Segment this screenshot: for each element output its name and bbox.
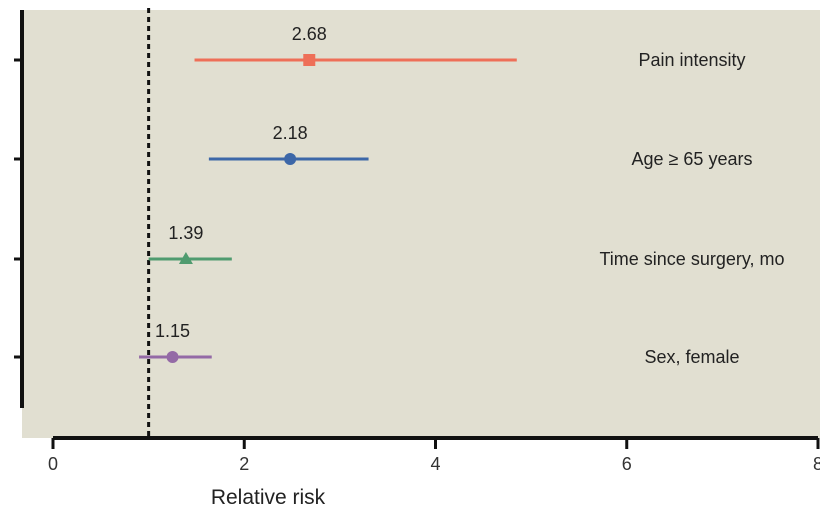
x-axis-title: Relative risk: [211, 486, 326, 509]
forest-rows: 2.68 Pain intensity 2.18 Age ≥ 65 years 1.39…: [14, 24, 785, 367]
x-tick-label: 4: [430, 454, 440, 474]
row-label: Age ≥ 65 years: [632, 149, 753, 169]
plot-background: [22, 10, 820, 438]
forest-row: 1.15 Sex, female: [14, 321, 740, 367]
estimate-label: 1.15: [155, 321, 190, 341]
estimate-label: 1.39: [168, 223, 203, 243]
x-tick-label: 2: [239, 454, 249, 474]
estimate-label: 2.68: [292, 24, 327, 44]
x-tick-label: 0: [48, 454, 58, 474]
row-label: Time since surgery, mo: [599, 249, 784, 269]
forest-row: 2.68 Pain intensity: [14, 24, 746, 70]
forest-row: 2.18 Age ≥ 65 years: [14, 123, 752, 169]
row-label: Sex, female: [644, 347, 739, 367]
x-axis-ticks: 0 2 4 6 8: [48, 438, 820, 474]
x-tick-label: 6: [622, 454, 632, 474]
point-estimate: [166, 351, 179, 363]
x-tick-label: 8: [813, 454, 820, 474]
point-estimate: [284, 153, 297, 165]
point-estimate: [303, 54, 316, 66]
estimate-label: 2.18: [273, 123, 308, 143]
row-label: Pain intensity: [638, 50, 745, 70]
forest-row: 1.39 Time since surgery, mo: [14, 223, 785, 269]
point-estimate: [178, 252, 193, 264]
